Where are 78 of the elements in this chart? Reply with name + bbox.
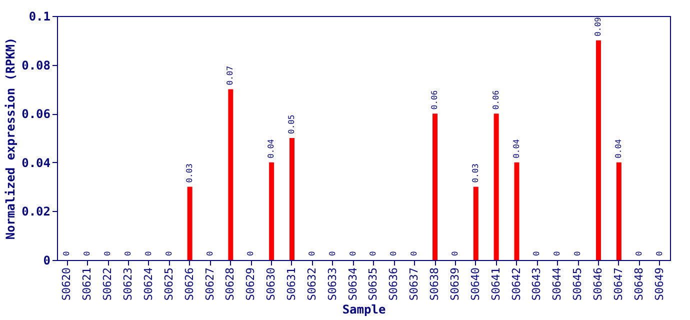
x-tick-label: S0626 [182, 268, 196, 301]
data-label: 0 [103, 251, 112, 256]
x-tick-label: S0632 [305, 268, 318, 301]
data-label: 0.04 [614, 138, 623, 158]
data-label: 0 [634, 251, 644, 256]
x-tick-label: S0621 [80, 268, 94, 301]
data-label: 0 [144, 251, 153, 256]
x-tick-label: S0620 [60, 268, 74, 301]
bar [494, 114, 499, 260]
x-tick-label: S0647 [612, 268, 625, 301]
x-tick-label: S0622 [101, 268, 114, 301]
data-label: 0 [573, 251, 582, 256]
x-axis-title: Sample [342, 302, 386, 317]
x-tick-label: S0637 [408, 268, 421, 301]
x-tick-label: S0625 [162, 268, 176, 301]
data-label: 0.09 [593, 16, 602, 36]
y-tick-label: 0.06 [22, 107, 50, 122]
x-tick-label: S0642 [510, 268, 523, 301]
data-label: 0 [246, 251, 256, 256]
x-tick-label: S0633 [326, 268, 339, 301]
x-tick-label: S0639 [448, 268, 462, 301]
bar [432, 114, 438, 260]
bar [289, 138, 294, 260]
data-label: 0 [62, 251, 72, 256]
y-tick-label: 0 [43, 254, 50, 268]
data-label: 0 [532, 251, 542, 256]
x-tick-label: S0648 [632, 268, 646, 301]
y-tick-label: 0.1 [28, 10, 50, 24]
x-tick-label: S0630 [264, 268, 278, 301]
x-tick-label: S0644 [550, 267, 564, 301]
bar [514, 162, 520, 260]
data-label: 0.07 [226, 66, 235, 86]
data-label: 0 [654, 251, 664, 256]
y-axis-title: Normalized expression (RPKM) [4, 37, 18, 240]
data-label: 0 [450, 251, 460, 256]
data-label: 0 [368, 251, 378, 256]
x-tick-label: S0636 [387, 268, 400, 301]
data-label: 0.04 [512, 138, 521, 158]
data-label: 0 [552, 251, 562, 256]
bar [473, 186, 478, 260]
x-tick-label: S0627 [203, 268, 216, 301]
x-tick-label: S0623 [122, 268, 135, 301]
data-label: 0 [328, 251, 337, 256]
x-tick-label: S0631 [284, 268, 298, 301]
data-label: 0.03 [470, 163, 480, 183]
bar [228, 89, 234, 260]
x-tick-label: S0629 [244, 268, 258, 301]
data-label: 0 [82, 251, 92, 256]
y-tick-label: 0.08 [22, 58, 50, 72]
x-tick-label: S0638 [428, 268, 442, 301]
data-label: 0 [410, 251, 419, 256]
data-label: 0 [307, 251, 316, 256]
x-tick-label: S0635 [366, 268, 380, 301]
x-tick-label: S0628 [224, 268, 237, 301]
x-tick-label: S0646 [591, 268, 604, 301]
x-tick-label: S0643 [530, 268, 544, 301]
data-label: 0 [205, 251, 214, 256]
data-label: 0 [389, 251, 398, 256]
y-tick-label: 0.02 [22, 204, 50, 219]
bar [269, 162, 274, 260]
data-label: 0 [124, 251, 133, 256]
data-label: 0.03 [184, 163, 194, 183]
data-label: 0 [348, 251, 358, 256]
x-tick-label: S0649 [652, 268, 666, 301]
x-tick-label: S0645 [571, 268, 584, 301]
bar [596, 40, 601, 260]
x-tick-label: S0640 [468, 268, 482, 301]
x-tick-label: S0634 [346, 267, 360, 301]
bar [187, 186, 192, 260]
data-label: 0.04 [266, 138, 276, 158]
data-label: 0.06 [430, 90, 440, 110]
data-label: 0.05 [286, 114, 296, 134]
data-label: 0 [164, 251, 174, 256]
x-tick-label: S0624 [142, 267, 155, 301]
y-tick-label: 0.04 [22, 156, 50, 170]
x-tick-label: S0641 [489, 268, 502, 301]
data-label: 0.06 [491, 90, 500, 110]
bar [616, 162, 622, 260]
